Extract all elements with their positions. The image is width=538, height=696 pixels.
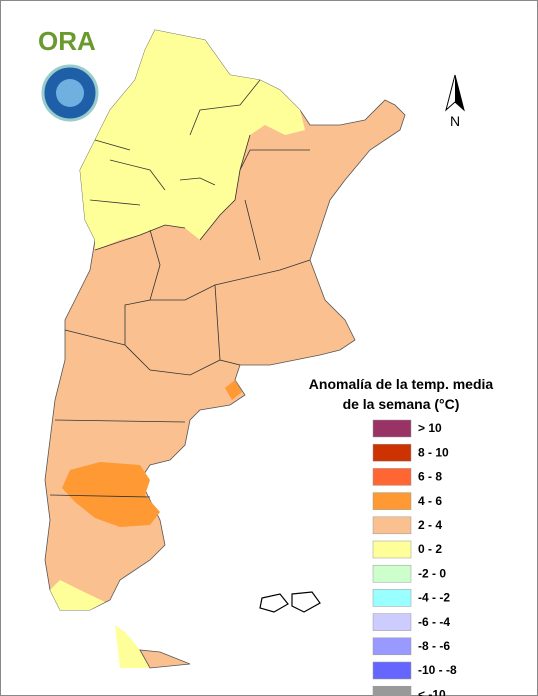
legend-label: > 10 (418, 421, 442, 435)
legend-label: -4 - -2 (418, 591, 450, 605)
north-arrow-half (455, 75, 464, 110)
falkland-islands (259, 591, 321, 613)
legend-swatch (372, 637, 412, 656)
legend-swatch (372, 564, 412, 583)
legend-label: 6 - 8 (418, 470, 442, 484)
legend-label: < -10 (418, 687, 446, 696)
legend-swatch (372, 443, 412, 462)
logo-emblem-inner (56, 79, 84, 107)
legend-label: 0 - 2 (418, 542, 442, 556)
legend-label: -2 - 0 (418, 566, 446, 580)
legend-label: -6 - -4 (418, 615, 450, 629)
legend: Anomalía de la temp. media de la semana (… (309, 376, 494, 696)
region-0-2 (115, 625, 150, 668)
region-0-2 (80, 30, 305, 250)
legend-swatch (372, 492, 412, 510)
tierra-del-fuego (139, 649, 191, 669)
province-boundary (49, 79, 311, 498)
legend-swatch (372, 613, 412, 631)
legend-label: 2 - 4 (418, 518, 442, 532)
legend-swatch (372, 516, 412, 535)
north-label: N (450, 113, 460, 129)
legend-title: de la semana (°C) (343, 396, 460, 412)
logo-text: ORA (38, 26, 96, 56)
legend-label: -8 - -6 (418, 639, 450, 653)
legend-swatch (372, 661, 412, 680)
legend-title: Anomalía de la temp. media (309, 376, 494, 392)
legend-swatch (372, 419, 412, 438)
region-4-6 (225, 380, 242, 400)
legend-label: 4 - 6 (418, 494, 442, 508)
legend-swatch (372, 540, 412, 559)
legend-label: 8 - 10 (418, 445, 449, 459)
legend-swatch (372, 589, 412, 607)
region-4-6 (62, 462, 160, 527)
legend-swatch (372, 685, 412, 696)
region-0-2 (50, 580, 105, 610)
legend-label: -10 - -8 (418, 663, 457, 677)
legend-swatch (372, 468, 412, 486)
